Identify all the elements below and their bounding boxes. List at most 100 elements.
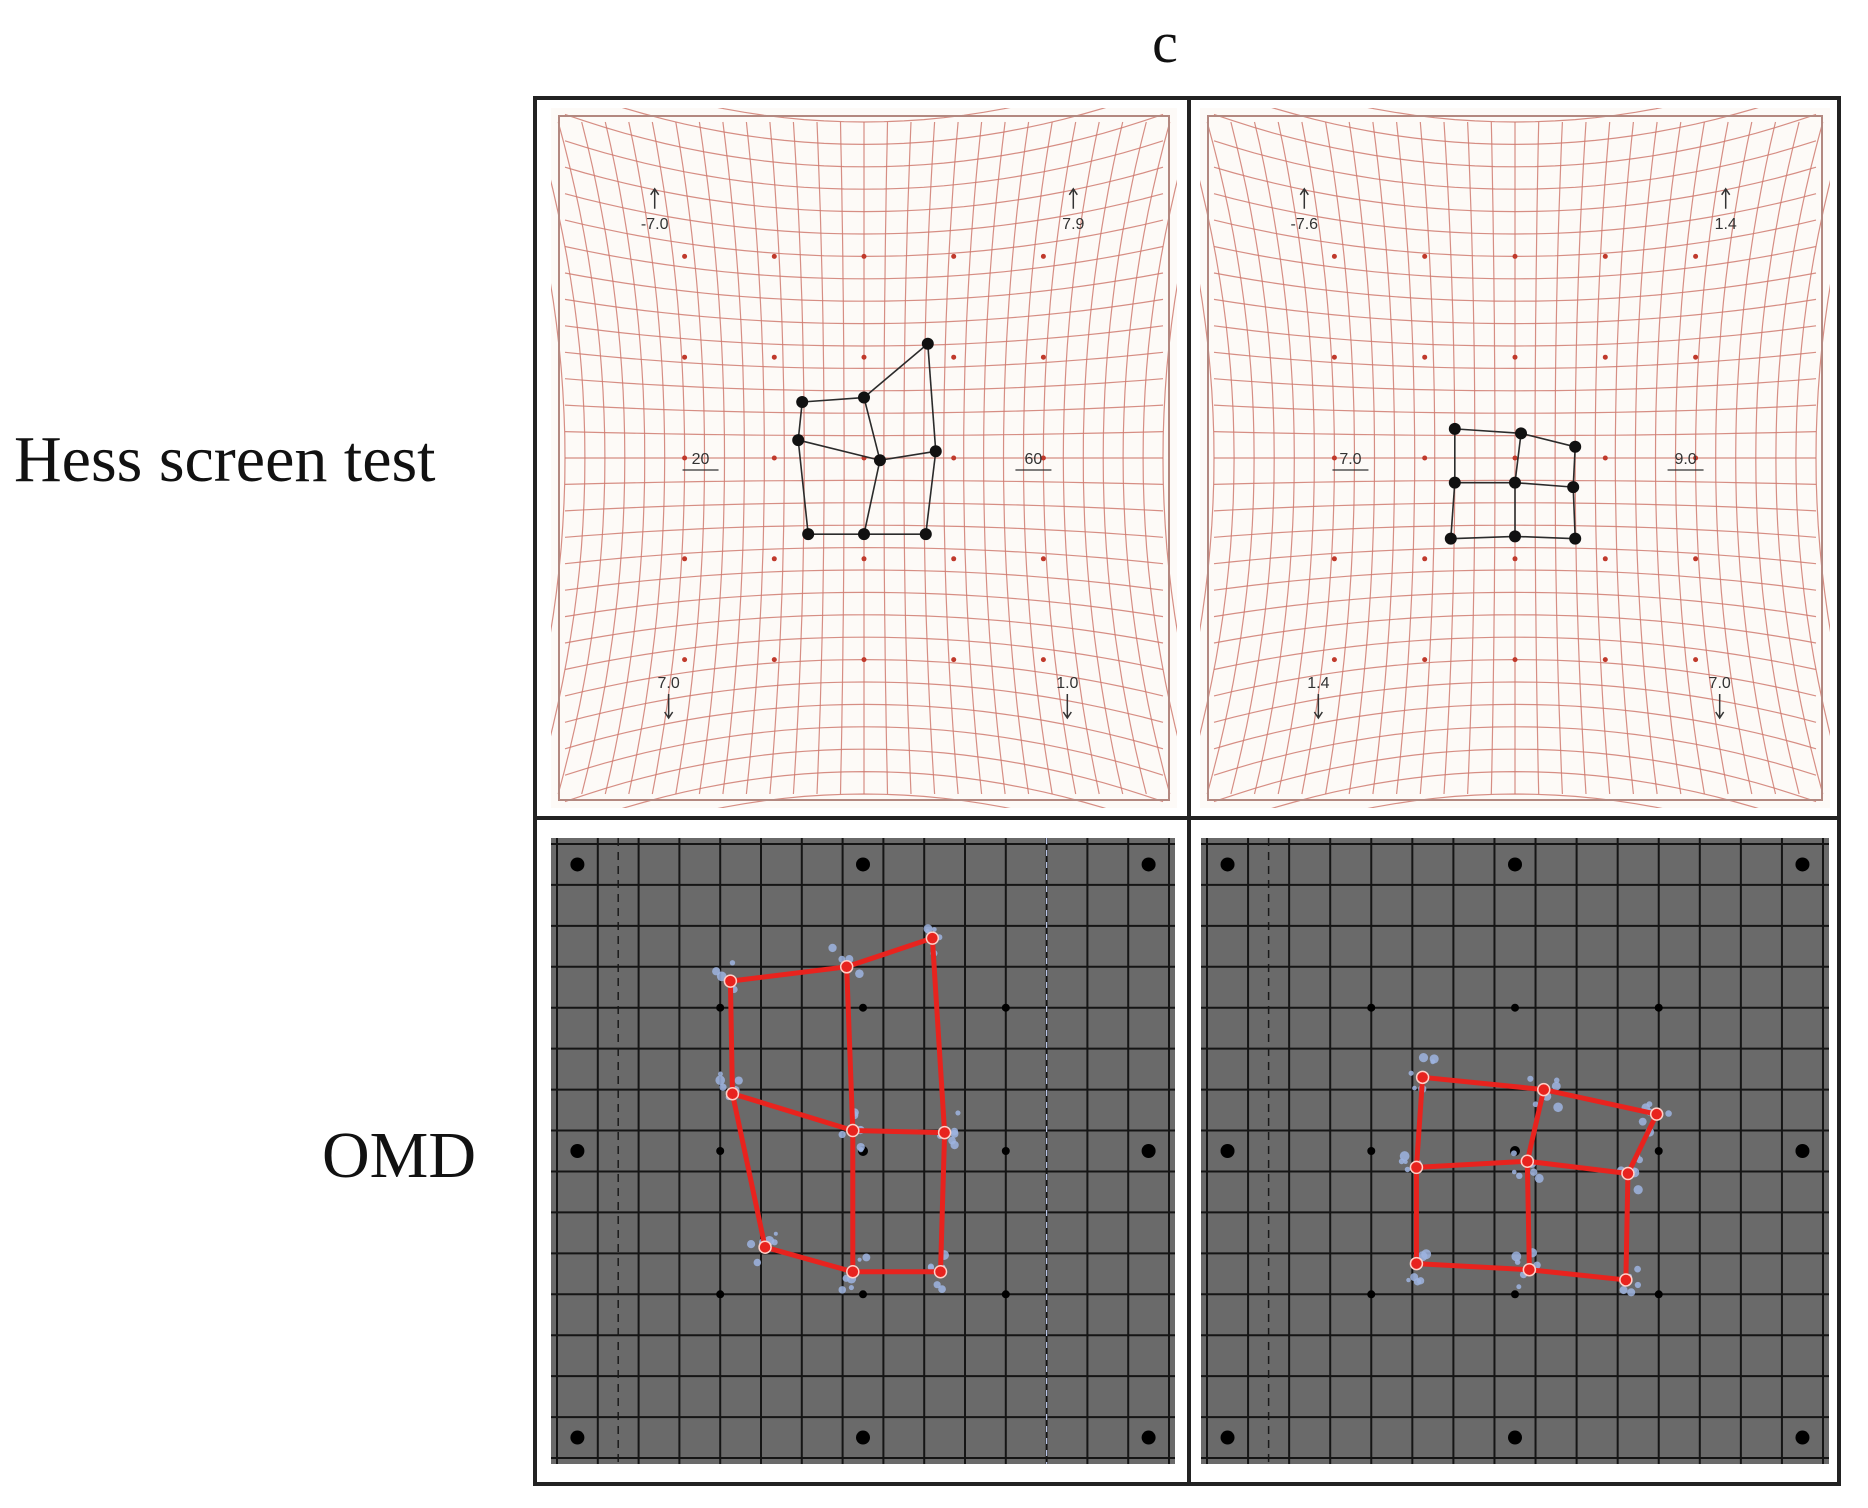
hess-target-dot: [771, 354, 777, 360]
row-label-omd: OMD: [322, 1119, 477, 1192]
hess-pattern: [792, 337, 942, 541]
omd-pattern-line: [1413, 1261, 1532, 1273]
hess-target-dot: [951, 657, 957, 663]
hess-mark-label: 20: [692, 451, 710, 468]
hess-pattern-line: [798, 439, 881, 462]
omd-fixation-dot: [1141, 1144, 1156, 1158]
omd-grid: [551, 838, 1175, 1464]
omd-pattern-point: [758, 1240, 772, 1254]
hess-grid-line: [564, 113, 1164, 168]
hess-grid-line: [1271, 108, 1759, 146]
omd-scatter-point: [734, 1076, 743, 1085]
omd-pattern-point: [1536, 1082, 1551, 1097]
omd-scatter-point: [927, 1264, 935, 1271]
hess-mark-label: 1.4: [1715, 216, 1737, 233]
hess-mark-label: 9.0: [1674, 451, 1696, 468]
hess-grid-line: [1213, 325, 1817, 347]
hess-target-dot: [1331, 455, 1337, 461]
hess-grid-line: [1213, 272, 1817, 302]
omd-fixation-dot: [1795, 1144, 1810, 1158]
hess-target-dot: [1512, 455, 1518, 461]
omd-pattern-point: [1415, 1070, 1430, 1085]
hess-target-dot: [1512, 354, 1518, 360]
hess-pattern-line: [1449, 482, 1456, 539]
omd-pattern-line: [729, 1091, 856, 1134]
omd-scatter-point: [855, 969, 864, 978]
hess-target-dot: [1331, 253, 1337, 259]
hess-pattern-point: [919, 528, 932, 541]
omd-scatter-point: [1646, 1101, 1653, 1108]
hess-pattern-line: [924, 451, 937, 535]
omd-scatter-point: [753, 1258, 762, 1267]
hess-grid-line: [564, 140, 1164, 190]
omd-target-dot: [859, 1003, 867, 1012]
hess-grid-line: [564, 502, 1164, 512]
omd-target-dot: [716, 1290, 725, 1299]
hess-pattern-line: [1450, 535, 1516, 540]
hess-pattern-line: [863, 343, 929, 399]
hess-grid-line: [564, 325, 1164, 347]
omd-scatter-point: [1408, 1070, 1414, 1076]
hess-pattern-line: [1514, 433, 1522, 483]
omd-scatter-point: [856, 1142, 865, 1152]
hess-target-dot: [771, 455, 777, 461]
omd-left-chart: [545, 832, 1181, 1470]
hess-target-dot: [1693, 455, 1699, 461]
omd-fixation-dot: [1141, 1430, 1156, 1445]
hess-target-dot: [1512, 253, 1518, 259]
omd-target-dot: [1654, 1003, 1663, 1012]
omd-fixation-dot: [1141, 857, 1156, 872]
hess-pattern-point: [802, 528, 815, 541]
omd-grid: [1201, 838, 1829, 1464]
hess-mark-label: -7.6: [1291, 216, 1319, 233]
hess-target-dot: [682, 354, 688, 360]
hess-grid-line: [564, 524, 1164, 538]
omd-target-dot: [1001, 1290, 1010, 1299]
hess-grid-line: [564, 703, 1164, 750]
hess-pattern-line: [926, 343, 937, 452]
hess-right-chart: -7.6 1.4 7.0 9.0 1.4 7.0: [1200, 108, 1830, 808]
hess-grid-line: [1213, 113, 1817, 168]
hess-target-dot: [771, 657, 777, 663]
hess-grid-line: [1213, 193, 1817, 235]
omd-scatter-point: [1530, 1168, 1538, 1176]
hess-target-dot: [951, 253, 957, 259]
omd-scatter-point: [1413, 1278, 1422, 1286]
hess-grid-line: [1213, 591, 1817, 618]
hess-grid: [551, 108, 1177, 808]
hess-pattern-point: [1569, 440, 1582, 453]
omd-pattern-line: [1541, 1087, 1660, 1117]
omd-scatter-point: [925, 929, 930, 934]
omd-pattern-point: [1409, 1256, 1424, 1271]
hess-target-dot: [1422, 455, 1428, 461]
hess-grid-line: [1271, 770, 1759, 808]
omd-scatter-point: [715, 1075, 726, 1086]
omd-scatter-point: [955, 1110, 961, 1116]
hess-grid-line: [1213, 569, 1817, 591]
hess-grid-line: [1213, 166, 1817, 213]
omd-fixation-dot: [1795, 857, 1810, 872]
hess-grid-line: [1213, 703, 1817, 750]
omd-target-dot: [1367, 1003, 1376, 1012]
row-label-hess: Hess screen test: [14, 423, 436, 496]
omd-pattern-line: [1420, 1074, 1547, 1093]
hess-grid-line: [1213, 140, 1817, 190]
omd-pattern-line: [929, 935, 948, 1136]
omd-scatter-point: [1638, 1117, 1647, 1126]
hess-target-dot: [951, 455, 957, 461]
omd-scatter-point: [1633, 1185, 1643, 1195]
hess-pattern: [1444, 422, 1582, 545]
omd-pattern-line: [844, 935, 935, 970]
omd-pattern-point: [937, 1125, 952, 1140]
hess-grid-line: [1213, 681, 1817, 723]
omd-pattern-point: [1649, 1107, 1664, 1121]
hess-pattern-line: [863, 397, 881, 461]
hess-grid-line: [717, 108, 1011, 123]
hess-target-dot: [1040, 253, 1046, 259]
hess-pattern-point: [1448, 476, 1461, 489]
hess-target-dot: [1422, 657, 1428, 663]
hess-grid-line: [717, 793, 1011, 808]
hess-grid-line: [1367, 108, 1663, 123]
panel-letter: c: [1152, 10, 1178, 75]
omd-pattern-point: [1409, 1160, 1424, 1175]
